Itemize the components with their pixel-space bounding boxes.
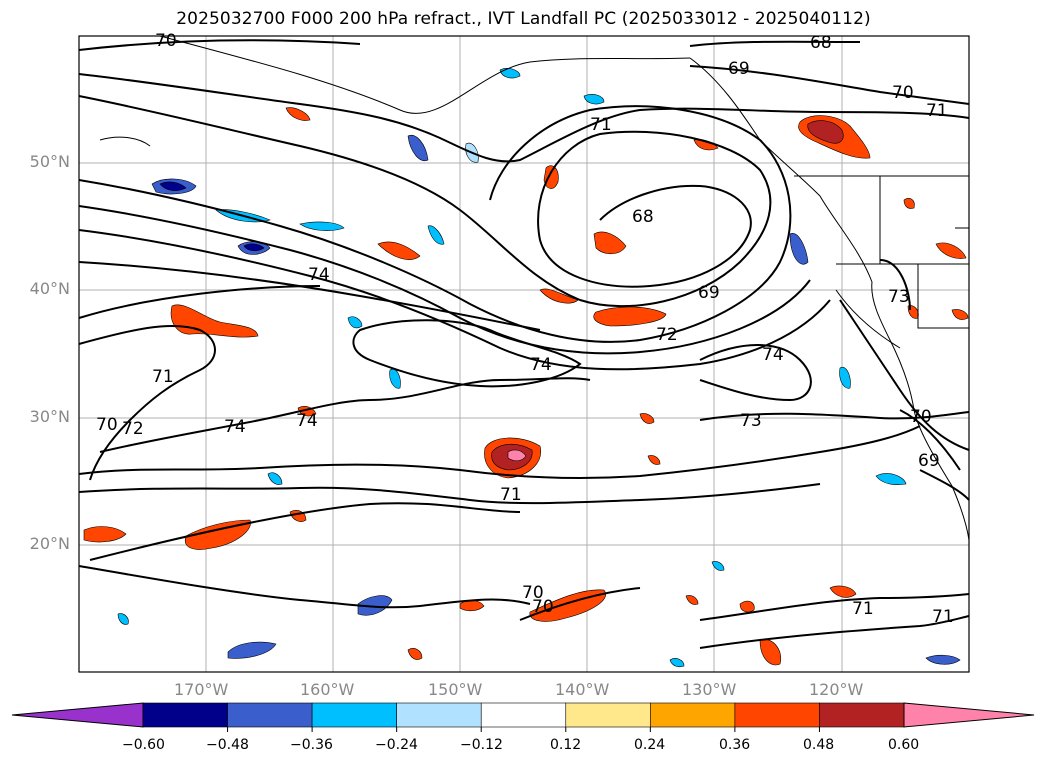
lat-label: 30°N xyxy=(29,407,70,426)
colorbar-segment xyxy=(819,702,905,728)
lon-label: 160°W xyxy=(300,680,355,699)
colorbar-tick-label: 0.36 xyxy=(719,737,751,753)
lon-label: 170°W xyxy=(174,680,229,699)
contour-label: 71 xyxy=(852,599,874,619)
colorbar-segment xyxy=(227,702,313,728)
contour-label: 72 xyxy=(656,325,678,345)
contour-label: 70 xyxy=(155,31,177,51)
contour-label: 74 xyxy=(308,265,330,285)
ivt-shading xyxy=(83,68,969,668)
lon-label: 130°W xyxy=(682,680,737,699)
contour-label: 69 xyxy=(698,283,720,303)
colorbar-segment xyxy=(311,702,397,728)
colorbar-tick-label: 0.60 xyxy=(888,737,920,753)
colorbar-segment xyxy=(480,702,567,728)
colorbar-tick-label: −0.24 xyxy=(375,737,418,753)
colorbar-tick-label: 0.24 xyxy=(634,737,666,753)
contour-label: 74 xyxy=(762,345,784,365)
colorbar-segment xyxy=(565,702,651,728)
colorbar-segment xyxy=(650,702,736,728)
map-frame xyxy=(78,35,970,673)
contour-label: 74 xyxy=(224,417,246,437)
contour-label-group: 70 68 69 70 71 71 68 69 74 72 74 71 72 7… xyxy=(96,31,954,627)
contour-label: 71 xyxy=(590,115,612,135)
colorbar-extend-high xyxy=(903,702,1035,728)
contour-label: 68 xyxy=(810,33,832,53)
contour-label: 70 xyxy=(892,83,914,103)
contour-label: 71 xyxy=(152,367,174,387)
contour-label: 71 xyxy=(500,485,522,505)
colorbar-tick-label: 0.48 xyxy=(803,737,835,753)
contour-label: 71 xyxy=(932,607,954,627)
colorbar-tick-label: −0.12 xyxy=(460,737,503,753)
contour-label: 69 xyxy=(918,451,940,471)
colorbar-segment xyxy=(396,702,482,728)
colorbar-extend-low xyxy=(11,702,144,728)
contour-label: 70 xyxy=(96,415,118,435)
refractivity-contours xyxy=(78,39,970,649)
contour-label: 74 xyxy=(296,411,318,431)
lat-label: 50°N xyxy=(29,152,70,171)
lat-label: 40°N xyxy=(29,279,70,298)
map-title: 2025032700 F000 200 hPa refract., IVT La… xyxy=(176,9,871,29)
contour-label: 73 xyxy=(888,287,910,307)
colorbar-segment xyxy=(734,702,820,728)
lon-label: 150°W xyxy=(428,680,483,699)
colorbar-tick-label: −0.36 xyxy=(290,737,333,753)
contour-label: 68 xyxy=(632,207,654,227)
colorbar xyxy=(11,702,1035,732)
contour-label: 71 xyxy=(926,101,948,121)
colorbar-tick-label: −0.48 xyxy=(206,737,249,753)
contour-label: 70 xyxy=(522,583,544,603)
contour-label: 73 xyxy=(740,411,762,431)
contour-label: 70 xyxy=(910,407,932,427)
colorbar-segment xyxy=(142,702,228,728)
lat-label: 20°N xyxy=(29,534,70,553)
contour-label: 69 xyxy=(728,59,750,79)
lon-label: 120°W xyxy=(809,680,864,699)
colorbar-tick-label: −0.60 xyxy=(122,737,165,753)
lon-label: 140°W xyxy=(555,680,610,699)
contour-label: 74 xyxy=(530,355,552,375)
contour-label: 72 xyxy=(122,419,144,439)
contour-label: 70 xyxy=(532,597,554,617)
colorbar-tick-label: 0.12 xyxy=(550,737,582,753)
